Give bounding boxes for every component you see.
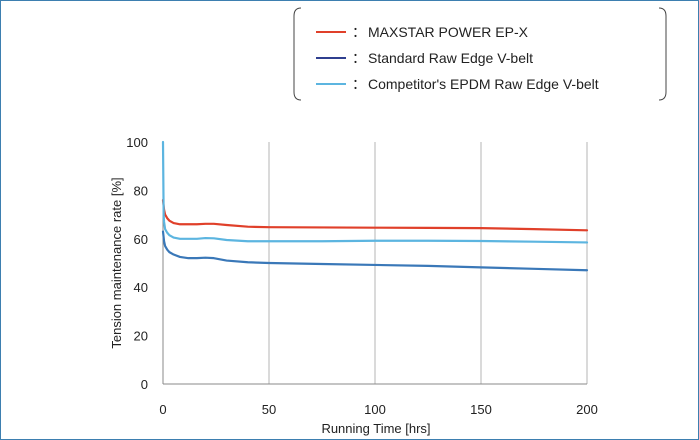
x-tick-label: 100 [364,402,386,417]
legend: ： MAXSTAR POWER EP-X： Standard Raw Edge V-… [293,7,667,101]
y-tick-label: 80 [134,183,148,198]
legend-separator: ： [352,24,366,40]
y-axis-label: Tension maintenance rate [%] [109,177,124,348]
legend-separator: ： [352,50,366,66]
legend-separator: ： [352,76,366,92]
legend-label-3: Competitor's EPDM Raw Edge V-belt [368,76,599,92]
y-tick-label: 100 [126,135,148,150]
series-line-1 [161,198,589,232]
x-tick-label: 50 [262,402,276,417]
legend-bracket-left [293,7,302,101]
axes: 0 20 40 60 80 100 0 50 100 150 200 [126,135,598,417]
series-lines [161,140,589,272]
x-tick-label: 0 [159,402,166,417]
x-tick-label: 150 [470,402,492,417]
series-line-2 [161,230,589,272]
series-line-3 [161,140,589,244]
y-tick-label: 20 [134,329,148,344]
legend-label-2: Standard Raw Edge V-belt [368,50,533,66]
legend-bracket-right [658,7,667,101]
y-tick-label: 40 [134,280,148,295]
y-tick-label: 60 [134,232,148,247]
legend-label-1: MAXSTAR POWER EP-X [368,24,529,40]
x-axis-label: Running Time [hrs] [321,421,430,436]
x-tick-label: 200 [576,402,598,417]
y-tick-label: 0 [141,377,148,392]
